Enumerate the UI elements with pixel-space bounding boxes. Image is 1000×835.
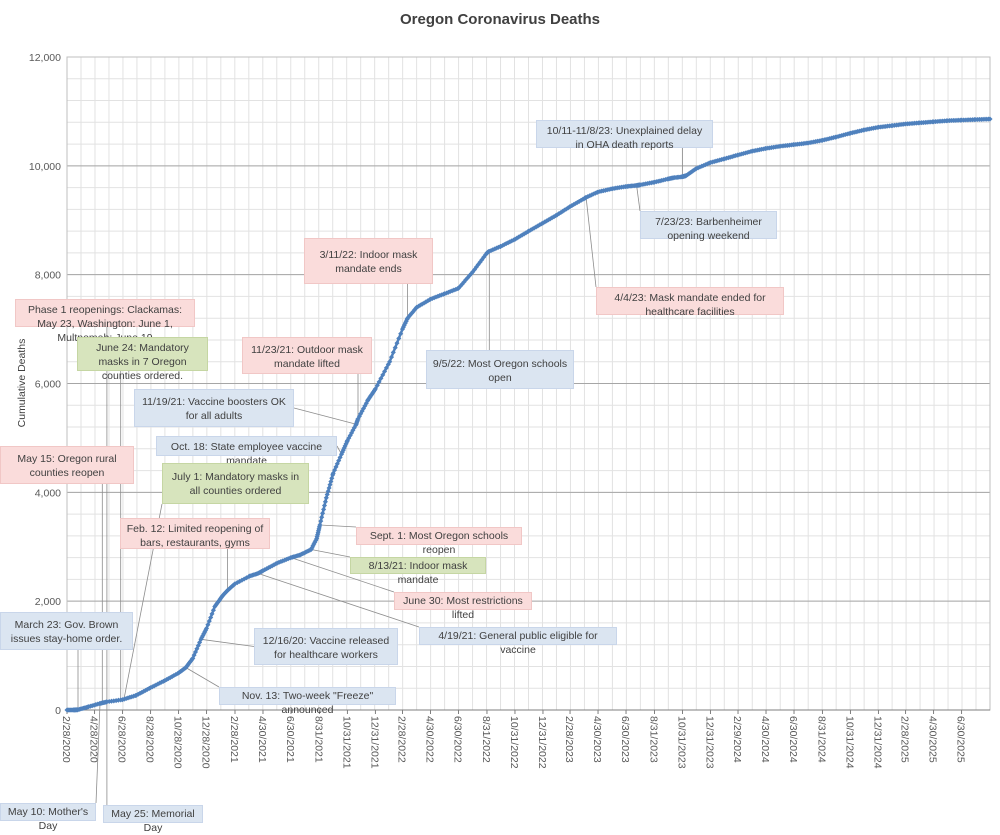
annotation-phase1-reopenings: Phase 1 reopenings: Clackamas: May 23, W… [15,299,195,344]
x-tick-label: 8/31/2022 [480,716,492,763]
x-tick-label: 8/31/2024 [815,716,827,763]
data-point [394,340,400,346]
x-tick-label: 2/28/2022 [396,716,408,763]
x-tick-label: 4/28/2020 [88,716,100,763]
annotation-leader-line [200,638,255,647]
x-tick-label: 4/30/2023 [591,716,603,763]
annotation-stay-home-order: March 23: Gov. Brown issues stay-home or… [0,612,133,650]
x-tick-label: 6/30/2023 [619,716,631,763]
x-tick-label: 10/31/2022 [508,716,520,769]
x-tick-label: 6/30/2021 [284,716,296,763]
x-tick-label: 4/30/2025 [927,716,939,763]
x-tick-label: 8/31/2023 [647,716,659,763]
x-tick-label: 12/31/2021 [368,716,380,769]
annotation-schools-reopen-2021: Sept. 1: Most Oregon schools reopen [356,527,522,556]
x-tick-label: 10/28/2020 [172,716,184,769]
x-tick-label: 10/31/2021 [340,716,352,769]
x-tick-label: 12/31/2023 [703,716,715,769]
annotation-mothers-day: May 10: Mother's Day [0,803,96,832]
data-point [321,502,328,509]
data-point [388,354,395,360]
x-tick-label: 10/31/2024 [843,716,855,769]
annotation-outdoor-mask-lifted: 11/23/21: Outdoor mask mandate lifted [242,337,372,374]
data-point [392,345,398,351]
data-point [319,514,325,520]
annotation-leader-line [319,524,357,528]
annotation-employee-vaccine-mandate: Oct. 18: State employee vaccine mandate [156,436,337,467]
data-point [396,335,402,341]
chart-title: Oregon Coronavirus Deaths [400,11,600,28]
annotation-schools-open-2022: 9/5/22: Most Oregon schools open [426,350,574,389]
y-tick-label: 4,000 [35,487,61,499]
y-tick-label: 2,000 [35,596,61,608]
data-point [382,368,388,374]
annotation-masks-all-counties: July 1: Mandatory masks in all counties … [162,463,309,504]
data-point [387,359,393,365]
x-tick-label: 6/28/2020 [116,716,128,763]
annotation-barbenheimer: 7/23/23: Barbenheimer opening weekend [640,211,777,242]
annotation-public-vaccine-eligible: 4/19/21: General public eligible for vac… [419,627,617,656]
annotation-indoor-mask-mandate: 8/13/21: Indoor mask mandate [350,557,486,586]
data-point [374,382,380,388]
annotation-leader-line [185,667,220,688]
x-tick-label: 2/28/2025 [899,716,911,763]
annotation-indoor-mask-ends: 3/11/22: Indoor mask mandate ends [304,238,433,284]
annotation-healthcare-masks: 4/4/23: Mask mandate ended for healthcar… [596,287,784,318]
x-tick-label: 2/28/2020 [60,716,72,763]
x-tick-label: 12/31/2024 [871,716,883,769]
annotation-two-week-freeze: Nov. 13: Two-week "Freeze" announced [219,687,396,716]
x-tick-label: 6/30/2025 [955,716,967,763]
x-tick-label: 12/28/2020 [200,716,212,769]
annotation-memorial-day: May 25: Memorial Day [103,805,203,834]
x-tick-label: 4/30/2024 [759,716,771,763]
annotation-leader-line [293,407,357,425]
y-axis-label: Cumulative Deaths [16,339,28,428]
data-point [322,499,328,505]
annotation-vaccine-healthcare-workers: 12/16/20: Vaccine released for healthcar… [254,628,398,665]
annotation-leader-line [311,549,351,558]
y-tick-label: 0 [55,705,61,717]
annotation-masks-7-counties: June 24: Mandatory masks in 7 Oregon cou… [77,337,208,382]
x-tick-label: 4/30/2021 [256,716,268,763]
data-point [390,349,396,355]
annotation-leader-line [257,573,420,628]
x-tick-label: 10/31/2023 [675,716,687,769]
data-point [376,379,382,385]
x-tick-label: 6/30/2024 [787,716,799,763]
annotation-restrictions-lifted: June 30: Most restrictions lifted [394,592,532,621]
y-tick-label: 10,000 [29,161,61,173]
x-tick-label: 8/28/2020 [144,716,156,763]
data-point [320,510,326,516]
x-tick-label: 4/30/2022 [424,716,436,763]
data-point [321,506,327,512]
data-point [380,372,386,378]
x-tick-label: 6/30/2022 [452,716,464,763]
x-tick-label: 8/31/2021 [312,716,324,763]
y-tick-label: 8,000 [35,270,61,282]
data-point [372,386,378,392]
annotation-limited-reopening: Feb. 12: Limited reopening of bars, rest… [120,518,270,549]
y-tick-label: 6,000 [35,379,61,391]
data-point [378,375,384,381]
x-tick-label: 2/28/2021 [228,716,240,763]
annotation-rural-counties-reopen: May 15: Oregon rural counties reopen [0,446,134,484]
x-tick-label: 2/28/2023 [563,716,575,763]
data-point [383,365,389,371]
annotation-vaccine-boosters: 11/19/21: Vaccine boosters OK for all ad… [134,389,294,427]
data-point [398,331,404,337]
x-tick-label: 2/29/2024 [731,716,743,763]
annotation-leader-line [95,703,101,804]
annotation-leader-line [636,185,641,212]
annotation-leader-line [585,197,597,288]
x-tick-label: 12/31/2022 [536,716,548,769]
annotation-oha-delay: 10/11-11/8/23: Unexplained delay in OHA … [536,120,713,151]
annotation-leader-line [290,557,395,593]
y-tick-label: 12,000 [29,52,61,64]
